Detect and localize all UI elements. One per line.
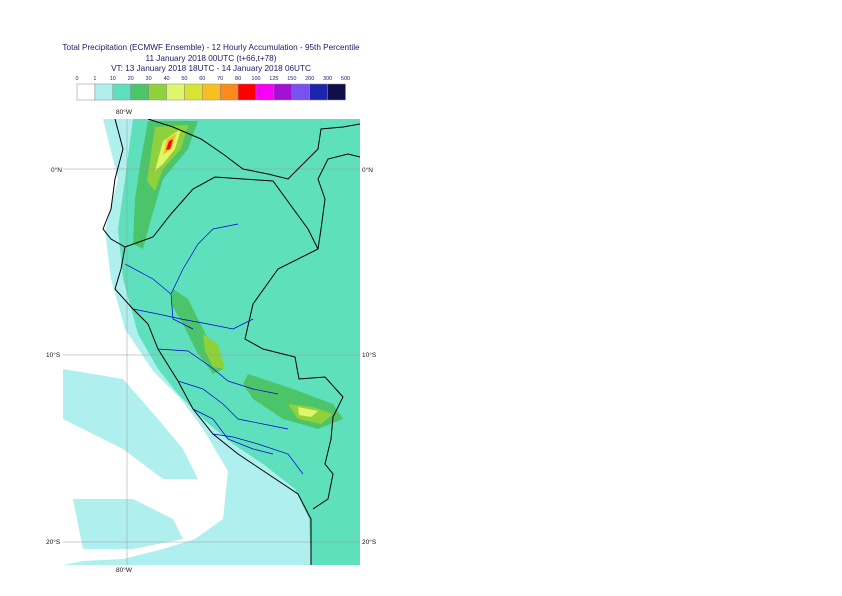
map-title-line2: 11 January 2018 00UTC (t+66,t+78) <box>145 54 277 63</box>
ocean-dry-streaks <box>63 369 198 479</box>
region-line-4 <box>177 380 289 430</box>
precipitation-map <box>63 119 360 565</box>
lat-label-20S-right: 20°S <box>362 539 377 546</box>
lon-label-bottom: 80°W <box>116 567 132 574</box>
legend-swatch-13 <box>309 83 328 101</box>
region-line-6 <box>212 433 304 475</box>
legend-swatch-14 <box>327 83 346 101</box>
legend-tick-9: 80 <box>235 76 241 82</box>
legend-tick-2: 10 <box>110 76 116 82</box>
lat-label-0N: 0°N <box>51 167 62 174</box>
region-line-7 <box>170 223 239 295</box>
land-green-area <box>118 119 360 565</box>
legend-tick-5: 40 <box>163 76 169 82</box>
legend-tick-13: 200 <box>305 76 314 82</box>
legend-tick-14: 300 <box>323 76 332 82</box>
lon-label-top: 80°W <box>116 109 132 116</box>
legend-tick-0: 0 <box>75 76 78 82</box>
legend-tick-4: 30 <box>146 76 152 82</box>
legend-swatch-8 <box>219 83 239 101</box>
lat-label-10S: 10°S <box>46 352 61 359</box>
legend-swatch-1 <box>94 83 114 101</box>
legend-swatch-11 <box>273 83 293 101</box>
heavy-band-andes <box>203 334 225 369</box>
legend-tick-6: 50 <box>181 76 187 82</box>
legend-swatch-7 <box>202 83 221 101</box>
colombia-border <box>147 119 360 180</box>
legend-tick-1: 1 <box>93 76 96 82</box>
lat-label-10S-right: 10°S <box>362 352 377 359</box>
map-title-line3: VT: 13 January 2018 18UTC - 14 January 2… <box>111 64 311 73</box>
legend-swatch-12 <box>291 83 310 101</box>
legend-tick-15: 500 <box>341 76 350 82</box>
map-title-line1: Total Precipitation (ECMWF Ensemble) - 1… <box>62 43 360 52</box>
region-line-5 <box>192 408 274 455</box>
legend-tick-7: 60 <box>199 76 205 82</box>
region-line-3 <box>157 348 279 395</box>
legend-swatch-2 <box>112 83 131 101</box>
peak-red-core <box>166 139 173 150</box>
legend-swatch-3 <box>130 83 149 101</box>
legend-tick-8: 70 <box>217 76 223 82</box>
very-heavy-east <box>298 407 318 417</box>
legend-tick-3: 20 <box>128 76 134 82</box>
brazil-border <box>317 153 360 250</box>
legend-swatch-6 <box>184 83 203 101</box>
lat-label-20S: 20°S <box>46 539 61 546</box>
region-line-2 <box>132 308 254 330</box>
legend-swatch-4 <box>148 83 167 101</box>
legend-swatch-5 <box>166 83 185 101</box>
legend-swatch-10 <box>255 83 275 101</box>
moderate-band-north <box>133 121 198 249</box>
ecuador-peru-border <box>124 176 344 510</box>
lat-label-0N-right: 0°N <box>362 167 373 174</box>
legend-swatch-9 <box>237 83 257 101</box>
regional-borders <box>124 223 304 475</box>
legend-tick-12: 150 <box>287 76 296 82</box>
legend-tick-10: 100 <box>251 76 260 82</box>
legend-swatch-0 <box>76 83 96 101</box>
coastline <box>102 119 312 565</box>
legend-tick-11: 125 <box>269 76 278 82</box>
ocean-dry-streaks-2 <box>73 499 183 549</box>
